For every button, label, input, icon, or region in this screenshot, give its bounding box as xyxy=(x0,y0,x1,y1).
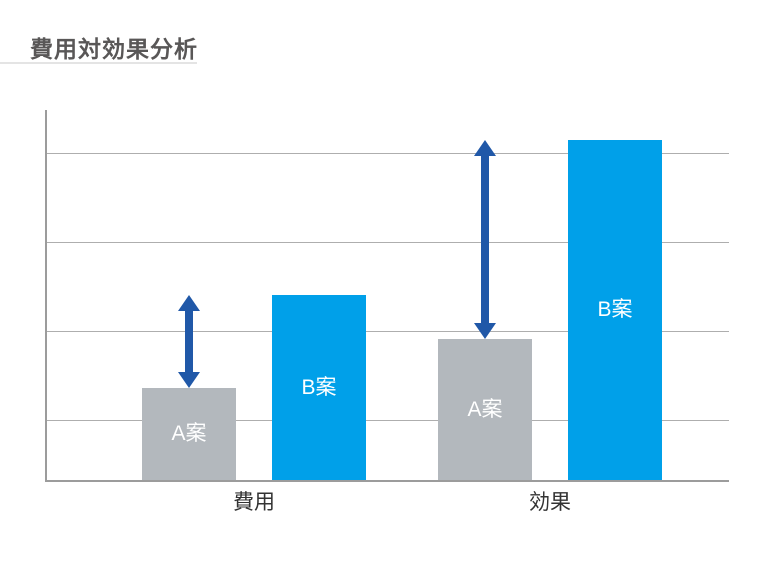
bar-plan-a-cost: A案 xyxy=(142,387,236,480)
gap-double-arrow-effect xyxy=(472,139,498,340)
bar-label-plan-a-cost: A案 xyxy=(171,422,207,446)
arrow-shaft-icon xyxy=(185,310,193,373)
x-axis-label-effect: 効果 xyxy=(529,491,571,514)
bar-label-plan-a-effect: A案 xyxy=(467,398,503,422)
gridline-3 xyxy=(45,153,729,155)
bar-label-plan-b-effect: B案 xyxy=(597,298,633,322)
gap-double-arrow-cost xyxy=(176,295,202,388)
x-axis-label-cost: 費用 xyxy=(233,491,275,514)
gridline-0 xyxy=(45,419,729,421)
bar-plan-a-effect: A案 xyxy=(438,339,532,480)
cost-effect-bar-chart: A案 B案 A案 B案費用 効果 xyxy=(45,110,729,513)
y-axis-line xyxy=(45,110,47,480)
arrow-shaft-icon xyxy=(481,154,489,325)
arrow-head-down-icon xyxy=(474,323,496,340)
x-axis-baseline xyxy=(45,480,729,482)
bar-label-plan-b-cost: B案 xyxy=(301,376,337,399)
arrow-head-up-icon xyxy=(474,139,496,156)
gridline-2 xyxy=(45,242,729,244)
bar-plan-b-effect: B案 xyxy=(568,139,662,480)
gridline-1 xyxy=(45,331,729,332)
page-title: 費用対効果分析 xyxy=(30,36,198,62)
title-underline xyxy=(0,62,197,64)
arrow-head-up-icon xyxy=(178,295,200,311)
bar-plan-b-cost: B案 xyxy=(272,295,366,480)
arrow-head-down-icon xyxy=(178,371,200,388)
